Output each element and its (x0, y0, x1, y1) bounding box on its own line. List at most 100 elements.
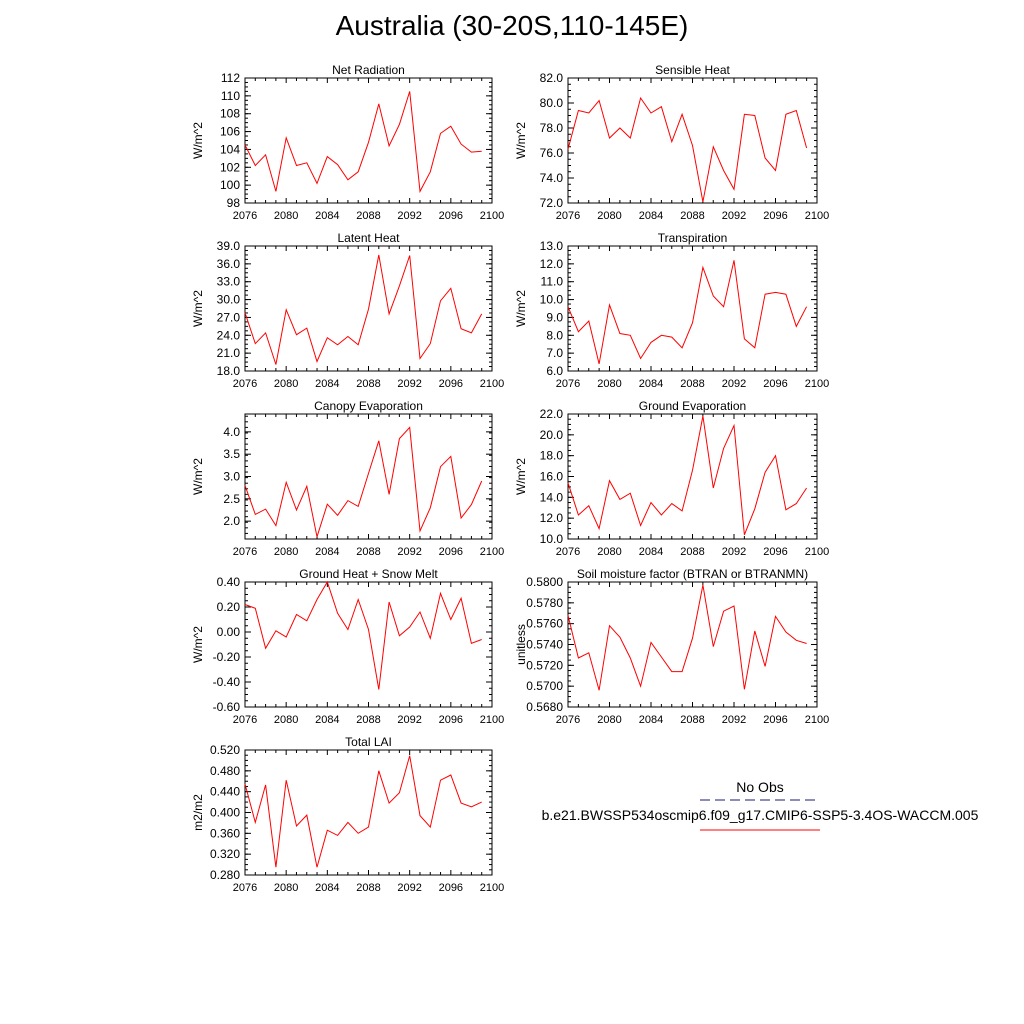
y-tick-label: 36.0 (217, 257, 241, 271)
series-line (244, 426, 483, 537)
y-tick-label: 14.0 (540, 490, 564, 504)
legend-model-label: b.e21.BWSSP534oscmip6.f09_g17.CMIP6-SSP5… (541, 807, 979, 823)
x-tick-label: 2092 (722, 210, 746, 222)
x-tick-label: 2096 (763, 714, 787, 726)
x-tick-label: 2084 (639, 378, 663, 390)
y-axis-label: W/m^2 (191, 122, 205, 159)
panel-5: Canopy Evaporation W/m^2 2076 2080 2084 2088 2… (191, 399, 504, 558)
x-tick-label: 2096 (763, 210, 787, 222)
x-tick-label: 2088 (680, 210, 704, 222)
y-tick-label: 0.280 (210, 868, 240, 882)
y-tick-label: 74.0 (540, 171, 564, 185)
panel-title: Canopy Evaporation (314, 399, 423, 413)
series-line (567, 96, 808, 202)
y-tick-label: 0.5740 (526, 638, 563, 652)
x-tick-label: 2076 (556, 546, 580, 558)
panel-1: Net Radiation W/m^2 2076 2080 2084 2088 2092 20… (191, 63, 504, 222)
panel-title: Transpiration (658, 231, 728, 245)
y-tick-label: 18.0 (217, 364, 241, 378)
y-tick-label: 8.0 (546, 328, 563, 342)
plot-frame (244, 581, 493, 708)
y-tick-label: 10.0 (540, 293, 564, 307)
y-tick-label: 76.0 (540, 146, 564, 160)
x-tick-label: 2080 (597, 378, 621, 390)
x-tick-label: 2096 (439, 378, 463, 390)
y-tick-label: 0.5720 (526, 658, 563, 672)
x-tick-label: 2088 (356, 378, 380, 390)
y-axis-label: m2/m2 (191, 794, 205, 831)
y-tick-label: 24.0 (217, 328, 241, 342)
x-tick-label: 2100 (480, 882, 504, 894)
x-tick-label: 2080 (274, 714, 298, 726)
panel-9: Total LAI m2/m2 2076 2080 2084 2088 2092 2096 21… (191, 735, 504, 894)
y-tick-label: 80.0 (540, 96, 564, 110)
x-tick-label: 2096 (763, 378, 787, 390)
x-tick-label: 2084 (639, 210, 663, 222)
y-axis-label: W/m^2 (191, 626, 205, 663)
series-line (244, 755, 482, 868)
y-axis-label: W/m^2 (191, 458, 205, 495)
series-line (244, 91, 482, 194)
series-line (567, 585, 807, 691)
y-tick-label: 6.0 (546, 364, 563, 378)
x-tick-label: 2092 (722, 546, 746, 558)
x-tick-label: 2100 (480, 714, 504, 726)
y-tick-label: 110 (221, 89, 240, 103)
y-tick-label: 12.0 (540, 511, 564, 525)
y-tick-label: 0.520 (210, 743, 240, 757)
y-tick-label: -0.40 (213, 675, 241, 689)
y-axis-label: unitless (514, 624, 528, 665)
y-tick-label: 33.0 (217, 275, 241, 289)
x-tick-label: 2076 (233, 378, 257, 390)
x-tick-label: 2088 (356, 546, 380, 558)
y-tick-label: 0.5680 (526, 700, 563, 714)
y-tick-label: 0.440 (210, 785, 240, 799)
y-tick-label: 0.320 (210, 847, 240, 861)
x-tick-label: 2076 (556, 378, 580, 390)
x-tick-label: 2080 (597, 210, 621, 222)
y-tick-label: 3.5 (223, 447, 240, 461)
y-tick-label: 18.0 (540, 449, 564, 463)
x-tick-label: 2088 (680, 378, 704, 390)
y-tick-label: 11.0 (541, 275, 564, 289)
x-tick-label: 2076 (556, 210, 580, 222)
x-tick-label: 2084 (639, 546, 663, 558)
y-tick-label: 0.480 (210, 764, 240, 778)
x-tick-label: 2084 (315, 546, 339, 558)
y-tick-label: 0.5800 (526, 575, 563, 589)
x-tick-label: 2076 (233, 546, 257, 558)
x-tick-label: 2076 (233, 714, 257, 726)
panel-3: Latent Heat W/m^2 2076 2080 2084 2088 2092 2096… (191, 231, 504, 390)
y-tick-label: 0.20 (217, 600, 241, 614)
y-tick-label: 30.0 (217, 293, 241, 307)
x-tick-label: 2084 (315, 378, 339, 390)
y-tick-label: 0.00 (217, 625, 241, 639)
x-tick-label: 2080 (274, 882, 298, 894)
x-tick-label: 2092 (722, 714, 746, 726)
x-tick-label: 2080 (597, 714, 621, 726)
y-tick-label: 7.0 (546, 346, 563, 360)
y-tick-label: 106 (220, 125, 240, 139)
x-tick-label: 2100 (805, 378, 829, 390)
y-tick-label: 102 (220, 160, 240, 174)
panel-2: Sensible Heat W/m^2 2076 2080 2084 2088 2092 20… (514, 63, 829, 222)
panel-title: Sensible Heat (655, 63, 730, 77)
y-tick-label: 12.0 (540, 257, 564, 271)
y-tick-label: -0.60 (213, 700, 241, 714)
series-line (567, 260, 808, 365)
y-tick-label: 9.0 (546, 310, 563, 324)
page-title: Australia (30-20S,110-145E) (335, 10, 689, 41)
plot-frame (244, 413, 493, 540)
y-axis-label: W/m^2 (514, 458, 528, 495)
y-tick-label: 4.0 (223, 425, 240, 439)
y-tick-label: 0.5700 (526, 679, 563, 693)
x-tick-label: 2100 (805, 210, 829, 222)
panel-7: Ground Heat + Snow Melt W/m^2 2076 2080 2084… (191, 567, 504, 726)
x-tick-label: 2080 (274, 210, 298, 222)
x-tick-label: 2084 (315, 714, 339, 726)
x-tick-label: 2080 (597, 546, 621, 558)
x-tick-label: 2096 (439, 210, 463, 222)
x-tick-label: 2096 (439, 882, 463, 894)
y-axis-label: W/m^2 (514, 122, 528, 159)
